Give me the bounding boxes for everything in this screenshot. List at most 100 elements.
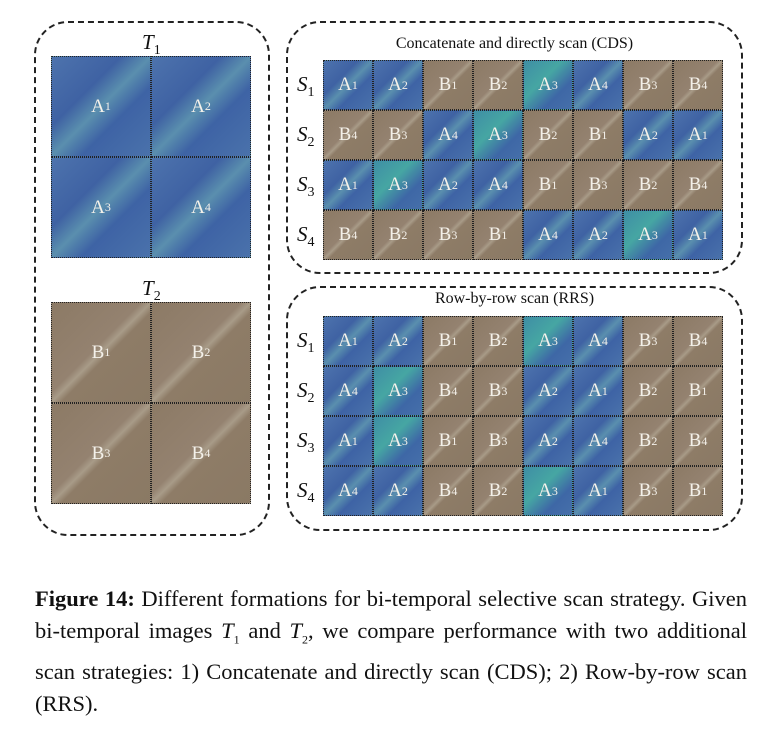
scan-sequence-label: S1 <box>297 72 315 101</box>
patch-index: 4 <box>351 383 358 398</box>
patch-index: 1 <box>601 483 608 498</box>
patch-letter: B <box>488 430 502 451</box>
patch-letter: A <box>338 480 352 501</box>
cds-title: Concatenate and directly scan (CDS) <box>395 35 634 52</box>
patch-letter: A <box>588 380 602 401</box>
patch-letter: B <box>438 330 452 351</box>
caption-t1-sub: 1 <box>233 632 240 647</box>
patch-letter: B <box>388 124 402 145</box>
patch-index: 4 <box>701 333 708 348</box>
patch-index: 2 <box>401 77 408 92</box>
patch-letter: B <box>638 74 652 95</box>
caption-text: Different formations for bi-temporal sel… <box>35 586 747 643</box>
patch-letter: B <box>488 380 502 401</box>
patch-index: 1 <box>601 383 608 398</box>
patch-letter: B <box>688 430 702 451</box>
patch-letter: A <box>538 430 552 451</box>
scan-sequence-label: S3 <box>297 428 315 457</box>
patch-index: 2 <box>501 483 508 498</box>
patch-letter: A <box>488 124 502 145</box>
patch-index: 4 <box>701 77 708 92</box>
patch-letter: B <box>91 341 105 363</box>
patch-letter: B <box>191 442 205 464</box>
patch-index: 2 <box>401 483 408 498</box>
patch-index: 2 <box>651 127 658 142</box>
patch-letter: A <box>688 124 702 145</box>
patch-index: 2 <box>651 433 658 448</box>
patch-index: 1 <box>701 227 708 242</box>
patch-index: 3 <box>651 483 658 498</box>
patch-letter: B <box>388 224 402 245</box>
patch-letter: B <box>488 480 502 501</box>
patch-letter: A <box>338 74 352 95</box>
caption-t2: T <box>289 618 303 643</box>
cds-panel <box>286 21 743 274</box>
caption-t1: T <box>221 618 234 643</box>
patch-index: 1 <box>351 177 358 192</box>
patch-index: 3 <box>401 433 408 448</box>
patch-letter: A <box>538 380 552 401</box>
patch-index: 3 <box>501 433 508 448</box>
patch-letter: B <box>438 74 452 95</box>
patch-letter: B <box>438 224 452 245</box>
patch-index: 4 <box>204 446 211 460</box>
patch-index: 4 <box>501 177 508 192</box>
patch-index: 1 <box>501 227 508 242</box>
patch-index: 2 <box>451 177 458 192</box>
patch-index: 4 <box>701 433 708 448</box>
patch-index: 1 <box>701 483 708 498</box>
patch-index: 2 <box>551 383 558 398</box>
patch-letter: B <box>688 174 702 195</box>
patch-index: 2 <box>651 383 658 398</box>
patch-index: 2 <box>601 227 608 242</box>
patch-index: 1 <box>351 77 358 92</box>
patch-letter: B <box>638 380 652 401</box>
patch-letter: A <box>538 74 552 95</box>
scan-sequence-label: S4 <box>297 222 315 251</box>
patch-index: 2 <box>501 333 508 348</box>
patch-index: 1 <box>601 127 608 142</box>
patch-letter: A <box>588 480 602 501</box>
patch-letter: A <box>91 196 105 218</box>
patch-index: 4 <box>451 383 458 398</box>
patch-index: 4 <box>601 333 608 348</box>
patch-letter: A <box>388 430 402 451</box>
patch-letter: A <box>688 224 702 245</box>
caption-t2-sub: 2 <box>302 632 309 647</box>
patch-letter: B <box>438 380 452 401</box>
patch-index: 2 <box>551 433 558 448</box>
patch-letter: B <box>638 174 652 195</box>
patch-letter: A <box>388 74 402 95</box>
